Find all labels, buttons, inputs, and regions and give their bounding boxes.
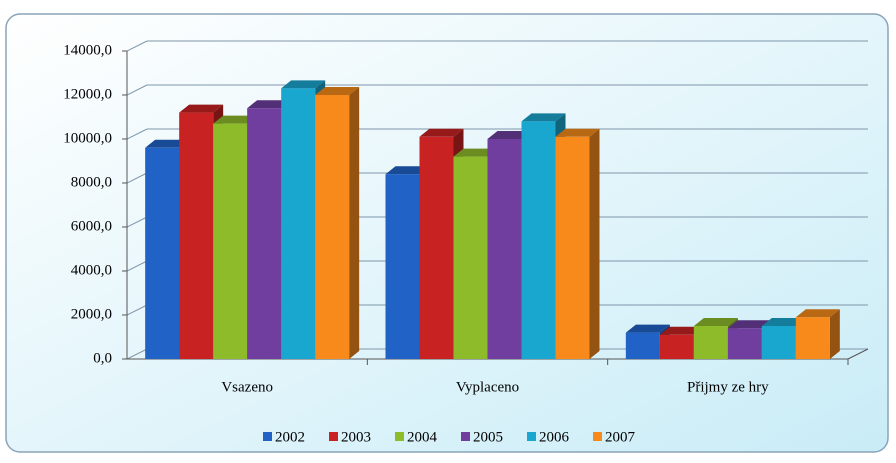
bar-top <box>693 318 738 326</box>
bar-top <box>385 166 430 175</box>
bar-top <box>145 139 190 148</box>
grid-line-side <box>126 216 148 228</box>
legend-label: 2005 <box>473 429 503 445</box>
y-tick-label: 0,0 <box>93 350 112 366</box>
bar <box>521 121 556 360</box>
bar <box>247 108 282 359</box>
legend-swatch <box>263 432 272 441</box>
legend-label: 2006 <box>539 429 570 445</box>
y-tick-label: 8000,0 <box>71 174 112 190</box>
grid-line-side <box>126 260 148 272</box>
legend-label: 2003 <box>341 429 371 445</box>
bar-side <box>589 128 600 359</box>
bar-side <box>829 309 840 359</box>
bar <box>213 123 248 359</box>
bar-top <box>555 128 600 137</box>
grid-line-side <box>126 40 148 52</box>
legend-swatch <box>461 432 470 441</box>
legend-label: 2002 <box>275 429 305 445</box>
x-tick-label: Přijmy ze hry <box>687 379 769 395</box>
bar <box>385 174 420 359</box>
bar-top <box>521 113 566 122</box>
bar <box>281 88 316 360</box>
legend-swatch <box>593 432 602 441</box>
bar-top <box>659 326 704 335</box>
bar <box>795 317 830 359</box>
legend-label: 2004 <box>407 429 438 445</box>
bar <box>761 326 796 359</box>
bar-top <box>487 131 532 139</box>
bar-top <box>795 309 840 318</box>
grid-line-side <box>126 128 148 140</box>
bar-top <box>761 318 806 326</box>
bar-top <box>213 115 258 124</box>
bar <box>179 112 214 359</box>
bar-top <box>419 128 464 137</box>
x-tick-label: Vsazeno <box>221 379 273 395</box>
bar-top <box>625 324 670 333</box>
bar-top <box>179 104 224 113</box>
bar-side <box>349 87 360 359</box>
y-tick-label: 2000,0 <box>71 306 112 322</box>
bar <box>419 136 454 359</box>
bar-top <box>281 80 326 89</box>
bar-top <box>315 87 360 95</box>
bar <box>315 95 350 359</box>
bar <box>453 156 488 359</box>
grid-line-side <box>126 84 148 96</box>
bar <box>693 326 728 359</box>
bar-top <box>247 100 292 109</box>
grid-line-side <box>126 304 148 316</box>
y-tick-label: 12000,0 <box>63 86 112 102</box>
bar <box>487 139 522 359</box>
legend-swatch <box>329 432 338 441</box>
bar-top <box>453 148 498 157</box>
floor-right <box>847 348 869 360</box>
bar <box>555 136 590 359</box>
bar <box>659 334 694 359</box>
bar <box>625 332 660 359</box>
y-tick-label: 10000,0 <box>63 130 112 146</box>
bar-top <box>727 320 772 329</box>
y-tick-label: 6000,0 <box>71 218 112 234</box>
grid-line-side <box>126 348 148 360</box>
grid-line-side <box>126 172 148 184</box>
x-tick-label: Vyplaceno <box>456 379 519 395</box>
legend-swatch <box>395 432 404 441</box>
bar <box>145 147 180 359</box>
y-tick-label: 14000,0 <box>63 42 112 58</box>
legend-swatch <box>527 432 536 441</box>
legend-label: 2007 <box>605 429 636 445</box>
bar <box>727 328 762 359</box>
y-tick-label: 4000,0 <box>71 262 112 278</box>
